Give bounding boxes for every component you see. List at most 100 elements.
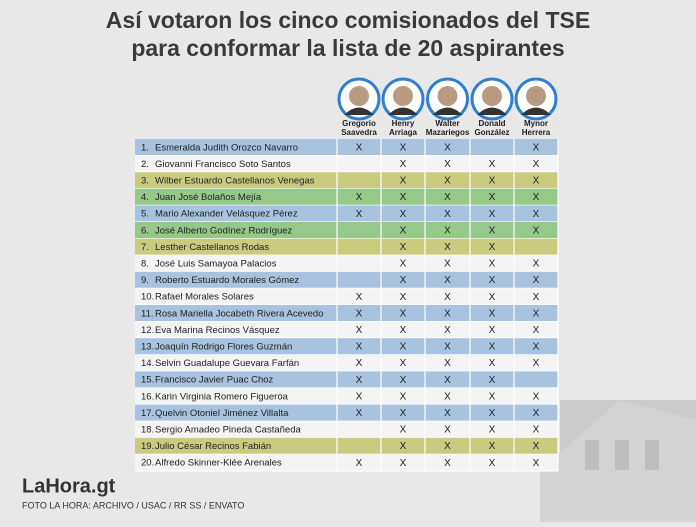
row-background	[135, 222, 558, 239]
commissioner-name: Mynor	[524, 119, 548, 128]
candidate-name: José Alberto Godínez Rodríguez	[155, 225, 293, 236]
vote-mark: X	[489, 358, 496, 369]
commissioner-name: Mazariegos	[426, 128, 470, 137]
row-number: 5.	[141, 209, 149, 220]
candidate-name: Alfredo Skinner-Klée Arenales	[155, 458, 282, 469]
row-number: 3.	[141, 176, 149, 187]
vote-mark: X	[444, 292, 451, 303]
vote-mark: X	[356, 292, 363, 303]
commissioner-name: Walter	[435, 119, 459, 128]
vote-mark: X	[356, 408, 363, 419]
vote-mark: X	[489, 176, 496, 187]
vote-mark: X	[489, 259, 496, 270]
vote-mark: X	[489, 325, 496, 336]
vote-mark: X	[400, 292, 407, 303]
row-number: 18.	[141, 425, 154, 436]
row-number: 9.	[141, 275, 149, 286]
photo-credit: FOTO LA HORA: ARCHIVO / USAC / RR SS / E…	[22, 500, 244, 510]
vote-mark: X	[444, 358, 451, 369]
vote-mark: X	[400, 225, 407, 236]
vote-mark: X	[533, 308, 540, 319]
vote-mark: X	[444, 142, 451, 153]
candidate-name: Roberto Estuardo Morales Gómez	[155, 275, 299, 286]
commissioner-name: Donald	[478, 119, 505, 128]
commissioner-name: Saavedra	[341, 128, 377, 137]
vote-mark: X	[400, 275, 407, 286]
row-background	[135, 172, 558, 189]
row-background	[135, 421, 558, 438]
vote-mark: X	[444, 176, 451, 187]
candidate-name: Joaquín Rodrigo Flores Guzmán	[155, 342, 292, 353]
commissioner-name: Henry	[392, 119, 415, 128]
vote-mark: X	[400, 425, 407, 436]
vote-mark: X	[356, 325, 363, 336]
row-number: 6.	[141, 225, 149, 236]
row-number: 10.	[141, 292, 154, 303]
vote-mark: X	[489, 192, 496, 203]
row-number: 11.	[141, 308, 154, 319]
candidate-name: Mario Alexander Velásquez Pérez	[155, 209, 298, 220]
vote-mark: X	[400, 358, 407, 369]
vote-mark: X	[533, 358, 540, 369]
row-background	[135, 437, 558, 455]
vote-mark: X	[489, 441, 496, 452]
row-number: 8.	[141, 259, 149, 270]
row-background	[135, 388, 558, 405]
vote-mark: X	[400, 325, 407, 336]
candidate-name: Rafael Morales Solares	[155, 292, 254, 303]
row-number: 2.	[141, 159, 149, 170]
vote-mark: X	[356, 142, 363, 153]
row-number: 1.	[141, 142, 149, 153]
vote-mark: X	[356, 192, 363, 203]
commissioner-name: Herrera	[522, 128, 551, 137]
candidate-name: Giovanni Francisco Soto Santos	[155, 159, 291, 170]
candidate-name: Lesther Castellanos Rodas	[155, 242, 269, 253]
photo-body	[344, 107, 374, 115]
vote-mark: X	[489, 425, 496, 436]
row-background	[135, 371, 558, 388]
candidate-name: José Luis Samayoa Palacios	[155, 259, 277, 270]
vote-mark: X	[533, 458, 540, 469]
row-background	[135, 271, 558, 289]
vote-mark: X	[400, 159, 407, 170]
vote-mark: X	[489, 275, 496, 286]
candidate-name: Wilber Estuardo Castellanos Venegas	[155, 176, 315, 187]
vote-mark: X	[356, 391, 363, 402]
vote-mark: X	[489, 225, 496, 236]
candidate-name: Karin Virginia Romero Figueroa	[155, 391, 289, 402]
logo: LaHora.gt	[22, 475, 116, 497]
candidate-name: Eva Marina Recinos Vásquez	[155, 325, 280, 336]
vote-mark: X	[533, 425, 540, 436]
vote-mark: X	[356, 342, 363, 353]
vote-mark: X	[489, 375, 496, 386]
row-number: 20.	[141, 458, 154, 469]
vote-mark: X	[400, 259, 407, 270]
vote-mark: X	[444, 425, 451, 436]
title-line: Así votaron los cinco comisionados del T…	[106, 7, 590, 33]
row-background	[135, 454, 558, 471]
row-number: 13.	[141, 342, 154, 353]
vote-mark: X	[489, 308, 496, 319]
vote-mark: X	[533, 342, 540, 353]
vote-mark: X	[400, 192, 407, 203]
candidate-name: Quelvin Otoniel Jiménez Villalta	[155, 408, 289, 419]
photo-face	[437, 86, 458, 106]
photo-body	[521, 107, 551, 115]
vote-mark: X	[533, 408, 540, 419]
vote-mark: X	[400, 142, 407, 153]
row-number: 4.	[141, 192, 149, 203]
vote-mark: X	[444, 209, 451, 220]
vote-mark: X	[444, 325, 451, 336]
vote-mark: X	[356, 308, 363, 319]
vote-mark: X	[489, 408, 496, 419]
vote-mark: X	[444, 342, 451, 353]
vote-mark: X	[356, 358, 363, 369]
row-background	[135, 321, 558, 339]
vote-mark: X	[400, 176, 407, 187]
vote-mark: X	[489, 391, 496, 402]
vote-mark: X	[400, 209, 407, 220]
vote-mark: X	[400, 342, 407, 353]
row-number: 14.	[141, 358, 154, 369]
row-background	[135, 288, 558, 305]
